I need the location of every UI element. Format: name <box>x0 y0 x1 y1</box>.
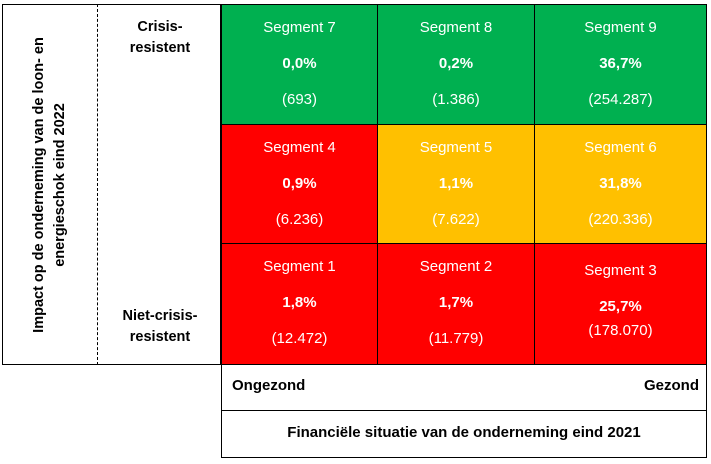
y-axis-bottom-label-line2: resistent <box>129 329 191 345</box>
segment-percentage: 1,8% <box>282 294 317 311</box>
segment-cell: Segment 2 1,7% (11.779) <box>378 244 535 364</box>
segment-count: (6.236) <box>275 211 324 228</box>
segment-name: Segment 2 <box>419 258 493 275</box>
segment-percentage: 36,7% <box>599 55 642 72</box>
segment-cell: Segment 8 0,2% (1.386) <box>378 5 535 125</box>
segment-name: Segment 1 <box>263 258 336 275</box>
y-axis-title: Impact op de onderneming van de loon- en… <box>2 4 97 365</box>
x-axis-separator <box>221 410 707 411</box>
segment-percentage: 31,8% <box>599 175 642 192</box>
segment-name: Segment 5 <box>419 139 493 156</box>
y-axis-title-line2: energieschok eind 2022 <box>51 102 68 267</box>
segment-cell: Segment 5 1,1% (7.622) <box>378 125 535 244</box>
segment-name: Segment 3 <box>584 262 657 279</box>
segment-cell: Segment 7 0,0% (693) <box>222 5 378 125</box>
segment-count: (693) <box>281 91 318 108</box>
segment-name: Segment 8 <box>419 19 493 36</box>
segment-count: (178.070) <box>588 322 653 339</box>
x-axis-right-label: Gezond <box>644 377 699 394</box>
segment-name: Segment 9 <box>584 19 657 36</box>
segment-cell: Segment 4 0,9% (6.236) <box>222 125 378 244</box>
segment-percentage: 25,7% <box>599 298 642 315</box>
segment-name: Segment 6 <box>584 139 657 156</box>
segment-cell: Segment 9 36,7% (254.287) <box>535 5 706 125</box>
y-axis-frame <box>2 4 221 365</box>
y-axis-bottom-label: Niet-crisis- resistent <box>100 306 220 348</box>
y-axis-top-label-line1: Crisis- <box>137 19 183 35</box>
y-axis-divider <box>97 4 98 365</box>
segment-cell: Segment 3 25,7% (178.070) <box>535 244 706 364</box>
segment-name: Segment 4 <box>263 139 336 156</box>
segment-name: Segment 7 <box>263 19 336 36</box>
segment-cell: Segment 1 1,8% (12.472) <box>222 244 378 364</box>
segment-percentage: 0,2% <box>438 55 474 72</box>
segment-cell: Segment 6 31,8% (220.336) <box>535 125 706 244</box>
x-axis-title: Financiële situatie van de onderneming e… <box>287 424 641 441</box>
segment-count: (220.336) <box>588 211 653 228</box>
segment-count: (12.472) <box>271 330 328 347</box>
y-axis-top-label: Crisis- resistent <box>100 17 220 59</box>
segment-count: (254.287) <box>588 91 653 108</box>
segment-percentage: 0,0% <box>282 55 317 72</box>
segment-count: (1.386) <box>432 91 480 108</box>
x-axis-left-label: Ongezond <box>232 377 306 394</box>
y-axis-top-label-line2: resistent <box>129 40 191 56</box>
segment-percentage: 1,7% <box>438 294 474 311</box>
y-axis-bottom-label-line1: Niet-crisis- <box>122 308 198 324</box>
segment-matrix: Segment 7 0,0% (693) Segment 8 0,2% (1.3… <box>221 4 707 365</box>
x-axis-frame <box>221 365 707 458</box>
segment-percentage: 1,1% <box>438 175 474 192</box>
segment-percentage: 0,9% <box>282 175 317 192</box>
y-axis-title-line1: Impact op de onderneming van de loon- en <box>30 36 47 333</box>
segment-count: (7.622) <box>432 211 480 228</box>
segment-count: (11.779) <box>428 330 484 347</box>
